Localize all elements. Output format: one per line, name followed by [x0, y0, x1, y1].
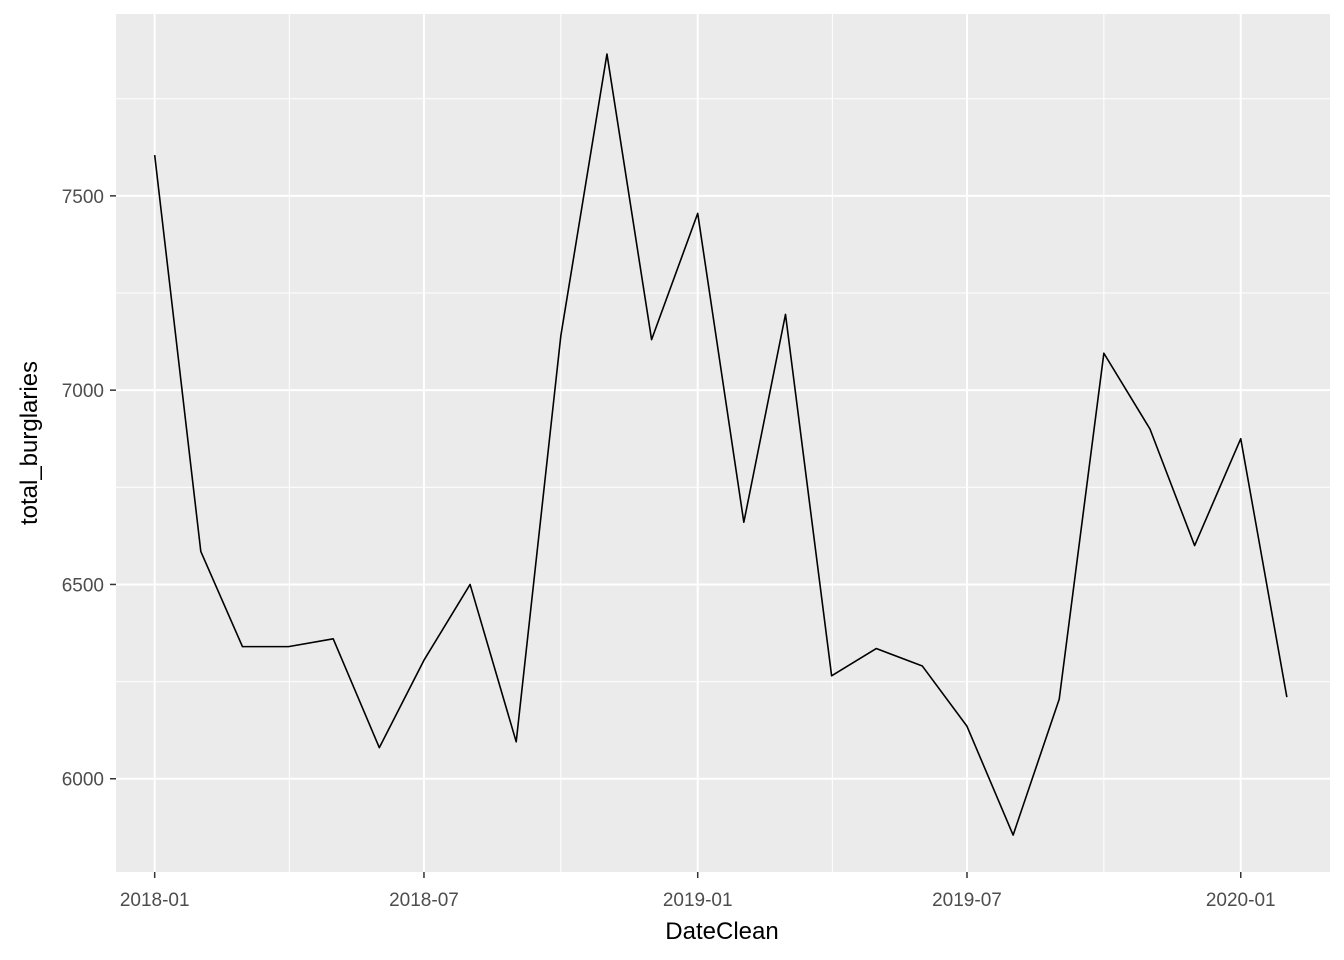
data-point [515, 741, 517, 743]
data-point [966, 725, 968, 727]
tick-labels: 2018-01 2018-07 2019-01 2019-07 2020-01 6000 6… [62, 187, 1276, 911]
data-point [784, 313, 786, 315]
data-point [560, 335, 562, 337]
data-point [921, 665, 923, 667]
data-point [1058, 698, 1060, 700]
x-tick-label: 2019-01 [663, 890, 733, 911]
data-point [875, 648, 877, 650]
series-layer [153, 53, 1288, 836]
data-point [200, 550, 202, 552]
data-point [423, 659, 425, 661]
data-point [378, 747, 380, 749]
y-tick-label: 7000 [62, 381, 104, 402]
data-point [1012, 834, 1014, 836]
y-tick-label: 6500 [62, 575, 104, 596]
x-tick-label: 2018-01 [120, 890, 190, 911]
x-tick-label: 2020-01 [1206, 890, 1276, 911]
minor-gridlines [116, 14, 1330, 872]
y-tick-label: 6000 [62, 770, 104, 791]
data-point [743, 521, 745, 523]
y-axis-title: total_burglaries [16, 361, 43, 525]
axis-ticks [110, 195, 1242, 878]
data-point [606, 53, 608, 55]
data-point [1103, 352, 1105, 354]
data-point [469, 583, 471, 585]
x-axis-title: DateClean [665, 918, 778, 945]
data-point [1149, 428, 1151, 430]
data-point [697, 212, 699, 214]
x-tick-label: 2018-07 [389, 890, 459, 911]
data-point [831, 675, 833, 677]
y-tick-label: 7500 [62, 187, 104, 208]
data-point [1286, 696, 1288, 698]
data-point [651, 339, 653, 341]
data-point [288, 646, 290, 648]
series-line [153, 53, 1288, 836]
data-point [154, 154, 156, 156]
x-tick-label: 2019-07 [932, 890, 1002, 911]
data-point [241, 646, 243, 648]
data-point [1240, 438, 1242, 440]
data-point [332, 638, 334, 640]
plot-panel [116, 14, 1330, 872]
data-point [1194, 545, 1196, 547]
